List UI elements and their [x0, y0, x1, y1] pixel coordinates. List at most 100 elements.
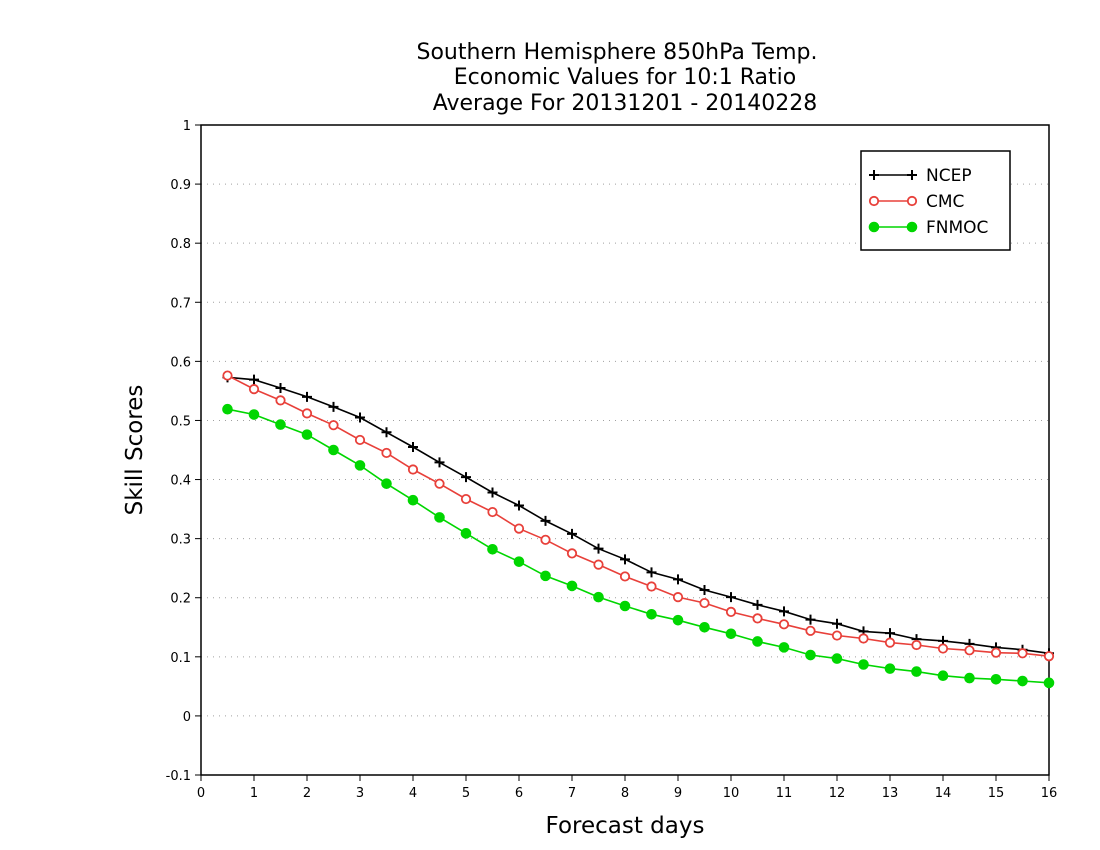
legend-item-ncep: NCEP	[869, 166, 972, 186]
data-point-fnmoc	[911, 666, 922, 677]
x-tick-label: 2	[303, 786, 311, 801]
y-tick-label: 0.7	[170, 296, 191, 311]
data-point-ncep	[832, 618, 842, 629]
data-point-cmc	[699, 597, 710, 609]
x-tick-label: 6	[515, 786, 523, 801]
data-point-cmc	[619, 571, 631, 582]
data-point-fnmoc	[275, 419, 286, 430]
x-tick-label: 0	[197, 786, 205, 801]
legend-item-cmc: CMC	[868, 192, 964, 212]
legend-marker-fnmoc	[906, 221, 918, 233]
data-point-ncep	[302, 391, 312, 402]
x-tick-label: 1	[250, 786, 258, 801]
data-point-fnmoc	[460, 528, 472, 539]
data-point-fnmoc	[778, 642, 790, 653]
data-point-cmc	[354, 434, 366, 446]
data-point-ncep	[699, 585, 710, 596]
data-point-ncep	[434, 457, 445, 468]
y-tick-label: 0.1	[170, 651, 191, 666]
y-axis-label: Skill Scores	[122, 385, 148, 516]
data-point-fnmoc	[248, 409, 260, 420]
x-tick-label: 14	[935, 786, 952, 801]
data-point-fnmoc	[937, 670, 949, 682]
data-point-ncep	[249, 374, 259, 385]
data-point-fnmoc	[593, 591, 604, 603]
data-point-ncep	[328, 401, 339, 412]
x-tick-label: 15	[988, 786, 1005, 801]
x-tick-label: 4	[409, 786, 417, 801]
data-point-cmc	[752, 613, 763, 624]
data-point-cmc	[1043, 651, 1055, 662]
legend-marker-cmc	[868, 195, 880, 207]
data-point-cmc	[911, 639, 922, 651]
data-point-ncep	[620, 554, 630, 565]
series-ncep	[222, 372, 1054, 659]
data-point-ncep	[726, 592, 736, 603]
x-tick-label: 10	[723, 786, 740, 801]
data-point-fnmoc	[487, 543, 498, 555]
data-point-fnmoc	[301, 429, 313, 440]
data-point-fnmoc	[646, 608, 657, 620]
data-point-ncep	[381, 427, 392, 438]
data-point-cmc	[540, 534, 551, 545]
data-point-fnmoc	[513, 556, 525, 567]
data-point-ncep	[805, 614, 816, 625]
legend-label-cmc: CMC	[926, 192, 964, 212]
legend-item-fnmoc: FNMOC	[868, 218, 988, 238]
data-point-fnmoc	[858, 659, 869, 670]
y-tick-label: 0.6	[170, 355, 191, 370]
data-point-ncep	[461, 472, 471, 483]
y-tick-label: 1	[183, 119, 191, 134]
chart-title-line-2: Economic Values for 10:1 Ratio	[454, 65, 796, 90]
legend-marker-fnmoc	[868, 221, 880, 233]
data-point-cmc	[434, 478, 445, 489]
data-point-ncep	[885, 628, 895, 639]
data-point-cmc	[937, 643, 949, 654]
data-point-fnmoc	[752, 636, 763, 647]
data-point-cmc	[487, 506, 498, 518]
series-layer	[222, 370, 1055, 689]
data-point-cmc	[328, 420, 339, 431]
x-tick-label: 11	[776, 786, 793, 801]
x-axis: 0 1 2 3 4 5 6 7 8 9 10 11 12 13 14 15 16	[197, 775, 1057, 801]
data-point-ncep	[752, 599, 763, 610]
y-tick-label: 0.4	[170, 474, 191, 489]
y-tick-label: 0.3	[170, 533, 191, 548]
data-point-cmc	[858, 633, 869, 644]
chart-title-line-3: Average For 20131201 - 20140228	[433, 91, 818, 116]
data-point-cmc	[222, 370, 233, 381]
data-point-cmc	[778, 619, 790, 630]
x-tick-label: 16	[1041, 786, 1058, 801]
y-axis: -0.1 0 0.1 0.2 0.3 0.4 0.5 0.6 0.7 0.8 0.9 1	[166, 119, 201, 784]
legend-marker-ncep	[869, 170, 879, 180]
data-point-cmc	[248, 384, 260, 395]
chart-title-line-1: Southern Hemisphere 850hPa Temp.	[417, 40, 818, 65]
legend-marker-ncep	[907, 170, 917, 180]
data-point-ncep	[646, 567, 657, 578]
data-point-fnmoc	[672, 614, 684, 626]
y-tick-label: 0.5	[170, 414, 191, 429]
data-point-cmc	[275, 395, 286, 406]
data-point-cmc	[831, 630, 843, 641]
x-tick-label: 12	[829, 786, 846, 801]
series-fnmoc	[222, 403, 1055, 689]
legend-label-fnmoc: FNMOC	[926, 218, 988, 238]
data-point-fnmoc	[381, 478, 392, 489]
y-tick-label: 0.2	[170, 592, 191, 607]
series-line-ncep	[227, 376, 1050, 655]
data-point-ncep	[355, 412, 365, 423]
data-point-ncep	[487, 487, 498, 498]
x-tick-label: 3	[356, 786, 364, 801]
legend-marker-cmc	[906, 195, 918, 207]
legend-label-ncep: NCEP	[926, 166, 972, 186]
data-point-ncep	[673, 574, 683, 585]
data-point-cmc	[884, 637, 896, 648]
data-point-fnmoc	[990, 673, 1002, 685]
series-line-cmc	[227, 374, 1050, 657]
data-point-ncep	[593, 543, 604, 554]
data-point-cmc	[460, 493, 472, 505]
data-point-fnmoc	[328, 444, 339, 456]
data-point-fnmoc	[540, 570, 551, 582]
chart-title: Southern Hemisphere 850hPa Temp. Economi…	[417, 40, 818, 116]
